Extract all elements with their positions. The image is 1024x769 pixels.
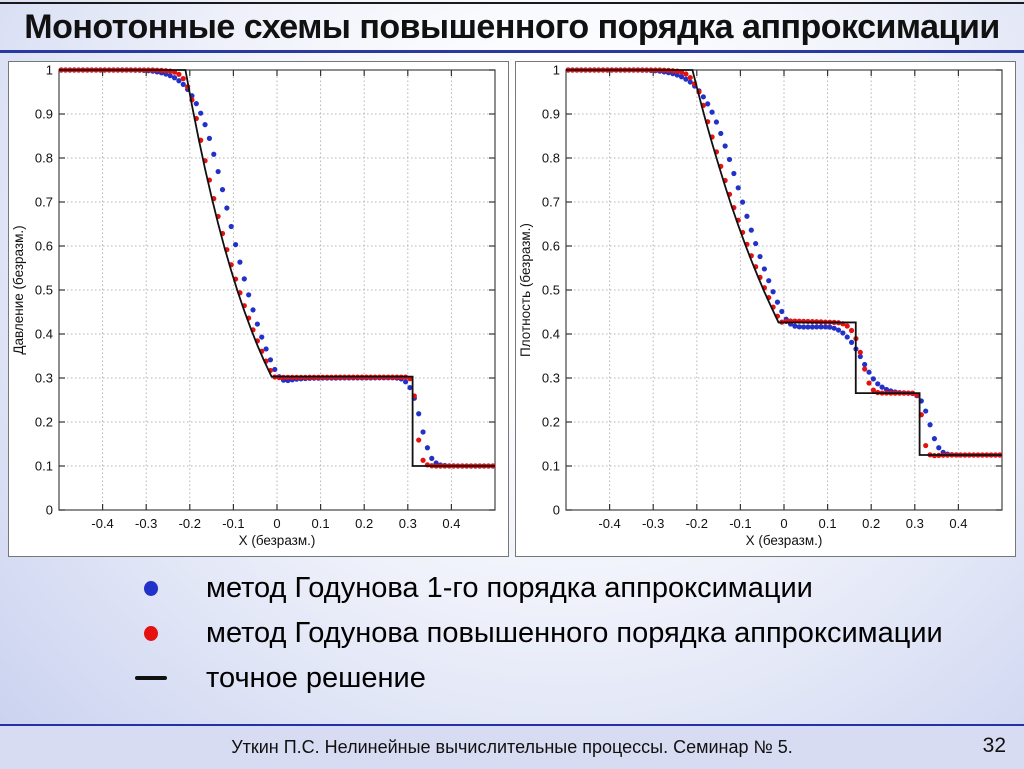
black-line-marker-icon	[135, 676, 167, 680]
svg-text:0.4: 0.4	[442, 516, 460, 531]
svg-text:0.3: 0.3	[542, 371, 560, 386]
top-rule	[0, 2, 1024, 4]
svg-text:-0.2: -0.2	[179, 516, 201, 531]
svg-text:-0.1: -0.1	[222, 516, 244, 531]
svg-text:-0.3: -0.3	[642, 516, 664, 531]
svg-text:1: 1	[46, 63, 53, 78]
svg-text:0: 0	[273, 516, 280, 531]
svg-text:-0.4: -0.4	[598, 516, 620, 531]
pressure-chart-panel: -0.4 -0.3 -0.2 -0.1 0 0.1 0.2 0.3 0.4 0 0.1 0.2 0.3 0…	[8, 61, 509, 557]
svg-text:0: 0	[46, 503, 53, 518]
svg-text:0.1: 0.1	[542, 459, 560, 474]
svg-text:0.4: 0.4	[542, 327, 560, 342]
legend-label: метод Годунова 1-го порядка аппроксимаци…	[206, 571, 813, 604]
blue-dot-marker-icon	[144, 580, 158, 596]
svg-text:0: 0	[780, 516, 787, 531]
svg-text:0.5: 0.5	[35, 283, 53, 298]
svg-text:0.6: 0.6	[35, 239, 53, 254]
legend: метод Годунова 1-го порядка аппроксимаци…	[134, 571, 1024, 694]
svg-text:Плотность (безразм.): Плотность (безразм.)	[518, 223, 533, 357]
density-chart-panel: -0.4 -0.3 -0.2 -0.1 0 0.1 0.2 0.3 0.4 0 0.1 0.2 0.3 0…	[515, 61, 1016, 557]
svg-text:X (безразм.): X (безразм.)	[239, 533, 316, 548]
svg-text:0.1: 0.1	[819, 516, 837, 531]
footer-body: Уткин П.С. Нелинейные вычислительные про…	[0, 726, 1024, 769]
svg-text:-0.1: -0.1	[729, 516, 751, 531]
svg-text:-0.3: -0.3	[135, 516, 157, 531]
svg-text:0.5: 0.5	[542, 283, 560, 298]
title-underline	[0, 50, 1024, 53]
svg-text:0.9: 0.9	[542, 107, 560, 122]
svg-text:0.4: 0.4	[949, 516, 967, 531]
svg-text:-0.2: -0.2	[686, 516, 708, 531]
pressure-chart: -0.4 -0.3 -0.2 -0.1 0 0.1 0.2 0.3 0.4 0 0.1 0.2 0.3 0…	[11, 63, 496, 548]
page-number: 32	[982, 734, 1006, 757]
density-chart: -0.4 -0.3 -0.2 -0.1 0 0.1 0.2 0.3 0.4 0 0.1 0.2 0.3 0…	[518, 63, 1003, 548]
svg-text:0.7: 0.7	[35, 195, 53, 210]
svg-text:0.8: 0.8	[542, 151, 560, 166]
svg-text:0: 0	[553, 503, 560, 518]
footer-text: Уткин П.С. Нелинейные вычислительные про…	[231, 737, 793, 757]
svg-text:0.3: 0.3	[35, 371, 53, 386]
svg-text:1: 1	[553, 63, 560, 78]
svg-text:0.1: 0.1	[35, 459, 53, 474]
svg-text:0.7: 0.7	[542, 195, 560, 210]
svg-text:0.3: 0.3	[906, 516, 924, 531]
legend-item-godunov-1st-order: метод Годунова 1-го порядка аппроксимаци…	[134, 571, 1024, 604]
svg-text:0.8: 0.8	[35, 151, 53, 166]
slide-title: Монотонные схемы повышенного порядка апп…	[24, 8, 1000, 46]
footer-rule	[0, 724, 1024, 726]
footer: Уткин П.С. Нелинейные вычислительные про…	[0, 724, 1024, 769]
svg-text:0.2: 0.2	[35, 415, 53, 430]
svg-text:0.6: 0.6	[542, 239, 560, 254]
svg-text:0.3: 0.3	[399, 516, 417, 531]
legend-label: точное решение	[206, 661, 426, 694]
legend-label: метод Годунова повышенного порядка аппро…	[206, 616, 943, 649]
charts-row: -0.4 -0.3 -0.2 -0.1 0 0.1 0.2 0.3 0.4 0 0.1 0.2 0.3 0…	[8, 61, 1016, 557]
svg-text:0.9: 0.9	[35, 107, 53, 122]
legend-item-exact-solution: точное решение	[134, 661, 1024, 694]
svg-text:0.2: 0.2	[862, 516, 880, 531]
svg-text:Давление (безразм.): Давление (безразм.)	[11, 225, 26, 354]
svg-text:0.2: 0.2	[542, 415, 560, 430]
svg-text:X (безразм.): X (безразм.)	[746, 533, 823, 548]
svg-text:0.2: 0.2	[355, 516, 373, 531]
svg-text:-0.4: -0.4	[91, 516, 113, 531]
legend-item-godunov-high-order: метод Годунова повышенного порядка аппро…	[134, 616, 1024, 649]
red-dot-marker-icon	[144, 625, 158, 641]
svg-text:0.1: 0.1	[312, 516, 330, 531]
svg-text:0.4: 0.4	[35, 327, 53, 342]
